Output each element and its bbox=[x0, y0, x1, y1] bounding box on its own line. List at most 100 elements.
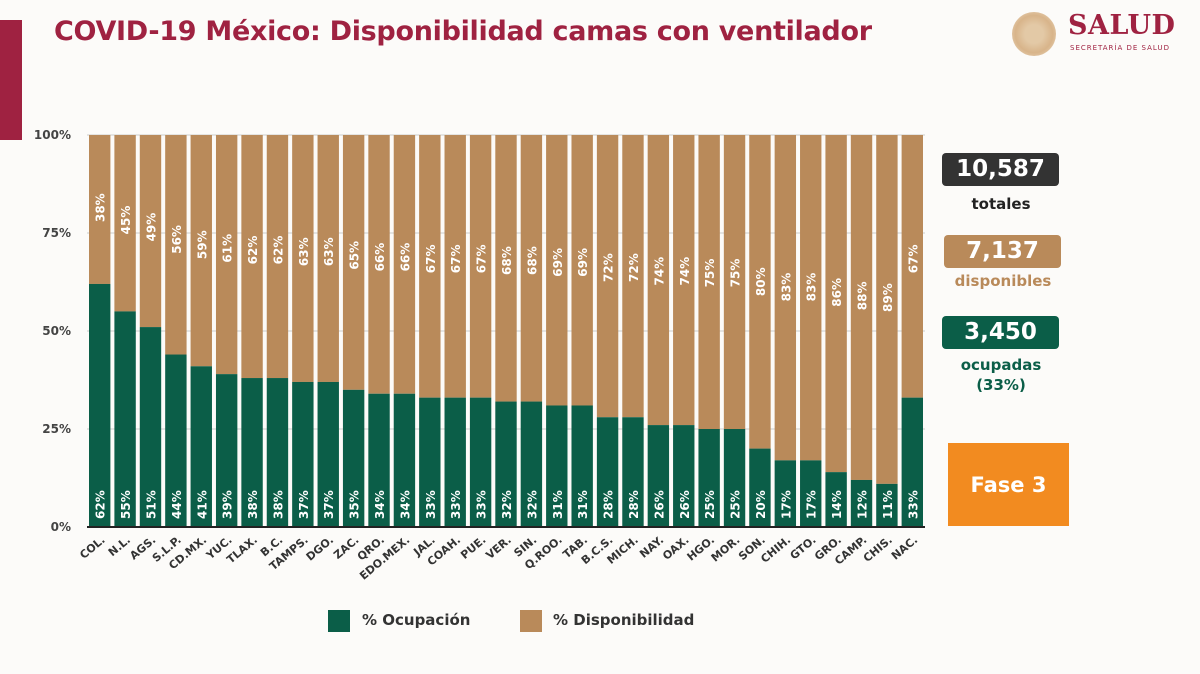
bar-ocupacion bbox=[571, 405, 593, 527]
fase-badge: Fase 3 bbox=[948, 443, 1069, 526]
bar-disponibilidad bbox=[800, 135, 822, 461]
bar-ocupacion bbox=[901, 397, 923, 527]
data-label-disponibilidad: 67% bbox=[424, 244, 438, 273]
data-label-disponibilidad: 72% bbox=[602, 253, 616, 282]
bar-ocupacion bbox=[774, 460, 797, 527]
ocupadas-value: 3,450 bbox=[942, 316, 1059, 349]
bar-ocupacion bbox=[800, 460, 822, 527]
bar-disponibilidad bbox=[850, 135, 873, 480]
legend-label-disponibilidad: % Disponibilidad bbox=[553, 611, 695, 629]
data-label-disponibilidad: 74% bbox=[678, 257, 692, 286]
x-tick-label: MOR. bbox=[709, 533, 743, 564]
bar-disponibilidad bbox=[444, 135, 466, 398]
salud-logo: SALUD SECRETARÍA DE SALUD bbox=[1012, 10, 1192, 60]
bar-ocupacion bbox=[317, 381, 339, 527]
bar-disponibilidad bbox=[241, 135, 263, 379]
data-label-disponibilidad: 65% bbox=[348, 241, 362, 270]
data-label-ocupacion: 32% bbox=[500, 490, 514, 519]
bar-ocupacion bbox=[850, 479, 873, 527]
data-label-disponibilidad: 62% bbox=[246, 236, 260, 265]
data-label-disponibilidad: 63% bbox=[322, 237, 336, 266]
x-tick-label: DGO. bbox=[304, 533, 336, 563]
y-tick-label: 50% bbox=[42, 324, 71, 338]
bar-ocupacion bbox=[546, 405, 568, 527]
x-tick-label: COL. bbox=[77, 533, 107, 561]
data-label-disponibilidad: 66% bbox=[373, 243, 387, 272]
accent-bar bbox=[0, 20, 22, 140]
data-label-ocupacion: 38% bbox=[246, 490, 260, 519]
bar-ocupacion bbox=[342, 389, 365, 527]
bar-ocupacion bbox=[723, 429, 746, 527]
data-label-disponibilidad: 56% bbox=[170, 225, 184, 254]
data-label-ocupacion: 37% bbox=[297, 490, 311, 519]
bar-ocupacion bbox=[165, 354, 187, 527]
bar-ocupacion bbox=[215, 374, 238, 527]
data-label-ocupacion: 28% bbox=[602, 490, 616, 519]
bar-ocupacion bbox=[596, 417, 619, 527]
data-label-disponibilidad: 66% bbox=[398, 243, 412, 272]
data-label-disponibilidad: 59% bbox=[195, 230, 209, 259]
bar-disponibilidad bbox=[622, 135, 644, 418]
data-label-disponibilidad: 75% bbox=[703, 259, 717, 288]
data-label-disponibilidad: 89% bbox=[881, 283, 895, 312]
data-label-ocupacion: 33% bbox=[475, 490, 489, 519]
bar-disponibilidad bbox=[190, 135, 212, 367]
bar-ocupacion bbox=[368, 393, 390, 527]
bar-ocupacion bbox=[469, 397, 492, 527]
data-label-disponibilidad: 75% bbox=[729, 259, 743, 288]
bar-disponibilidad bbox=[749, 135, 771, 449]
bar-disponibilidad bbox=[520, 135, 543, 402]
data-label-disponibilidad: 69% bbox=[576, 248, 590, 277]
national-seal-icon bbox=[1012, 12, 1056, 56]
data-label-disponibilidad: 67% bbox=[449, 244, 463, 273]
bar-disponibilidad bbox=[596, 135, 619, 418]
bar-disponibilidad bbox=[495, 135, 517, 402]
bar-disponibilidad bbox=[673, 135, 695, 426]
data-label-ocupacion: 33% bbox=[424, 490, 438, 519]
bar-ocupacion bbox=[114, 311, 136, 527]
x-tick-label: PUE. bbox=[458, 533, 488, 561]
data-label-disponibilidad: 49% bbox=[144, 213, 158, 242]
bar-disponibilidad bbox=[114, 135, 136, 312]
bar-ocupacion bbox=[876, 483, 898, 527]
data-label-ocupacion: 34% bbox=[398, 490, 412, 519]
logo-text: SALUD bbox=[1068, 10, 1176, 41]
bar-ocupacion bbox=[825, 472, 847, 527]
data-label-disponibilidad: 67% bbox=[475, 244, 489, 273]
data-label-disponibilidad: 62% bbox=[271, 236, 285, 265]
bar-ocupacion bbox=[520, 401, 543, 527]
x-tick-label: VER. bbox=[483, 533, 513, 562]
data-label-ocupacion: 11% bbox=[881, 490, 895, 519]
data-label-ocupacion: 44% bbox=[170, 490, 184, 519]
bar-disponibilidad bbox=[342, 135, 365, 390]
bar-disponibilidad bbox=[292, 135, 314, 382]
data-label-ocupacion: 31% bbox=[551, 490, 565, 519]
data-label-ocupacion: 26% bbox=[652, 490, 666, 519]
data-label-disponibilidad: 63% bbox=[297, 237, 311, 266]
data-label-ocupacion: 62% bbox=[94, 490, 108, 519]
bar-disponibilidad bbox=[571, 135, 593, 406]
data-label-ocupacion: 38% bbox=[271, 490, 285, 519]
x-tick-label: NAC. bbox=[889, 533, 920, 562]
data-label-ocupacion: 31% bbox=[576, 490, 590, 519]
data-label-ocupacion: 41% bbox=[195, 490, 209, 519]
bar-ocupacion bbox=[266, 378, 289, 527]
data-label-ocupacion: 35% bbox=[348, 490, 362, 519]
data-label-disponibilidad: 88% bbox=[856, 281, 870, 310]
data-label-ocupacion: 12% bbox=[856, 490, 870, 519]
data-label-ocupacion: 55% bbox=[119, 490, 133, 519]
x-tick-label: NAY. bbox=[637, 533, 666, 560]
bar-ocupacion bbox=[698, 429, 720, 527]
bar-ocupacion bbox=[749, 448, 771, 527]
data-label-ocupacion: 28% bbox=[627, 490, 641, 519]
ocupadas-label: ocupadas bbox=[960, 356, 1042, 374]
bar-ocupacion bbox=[647, 425, 670, 527]
data-label-ocupacion: 33% bbox=[906, 490, 920, 519]
data-label-disponibilidad: 86% bbox=[830, 278, 844, 307]
legend-label-ocupacion: % Ocupación bbox=[362, 611, 471, 629]
data-label-ocupacion: 17% bbox=[779, 490, 793, 519]
totales-value: 10,587 bbox=[942, 153, 1059, 186]
data-label-ocupacion: 25% bbox=[703, 490, 717, 519]
y-tick-label: 25% bbox=[42, 422, 71, 436]
